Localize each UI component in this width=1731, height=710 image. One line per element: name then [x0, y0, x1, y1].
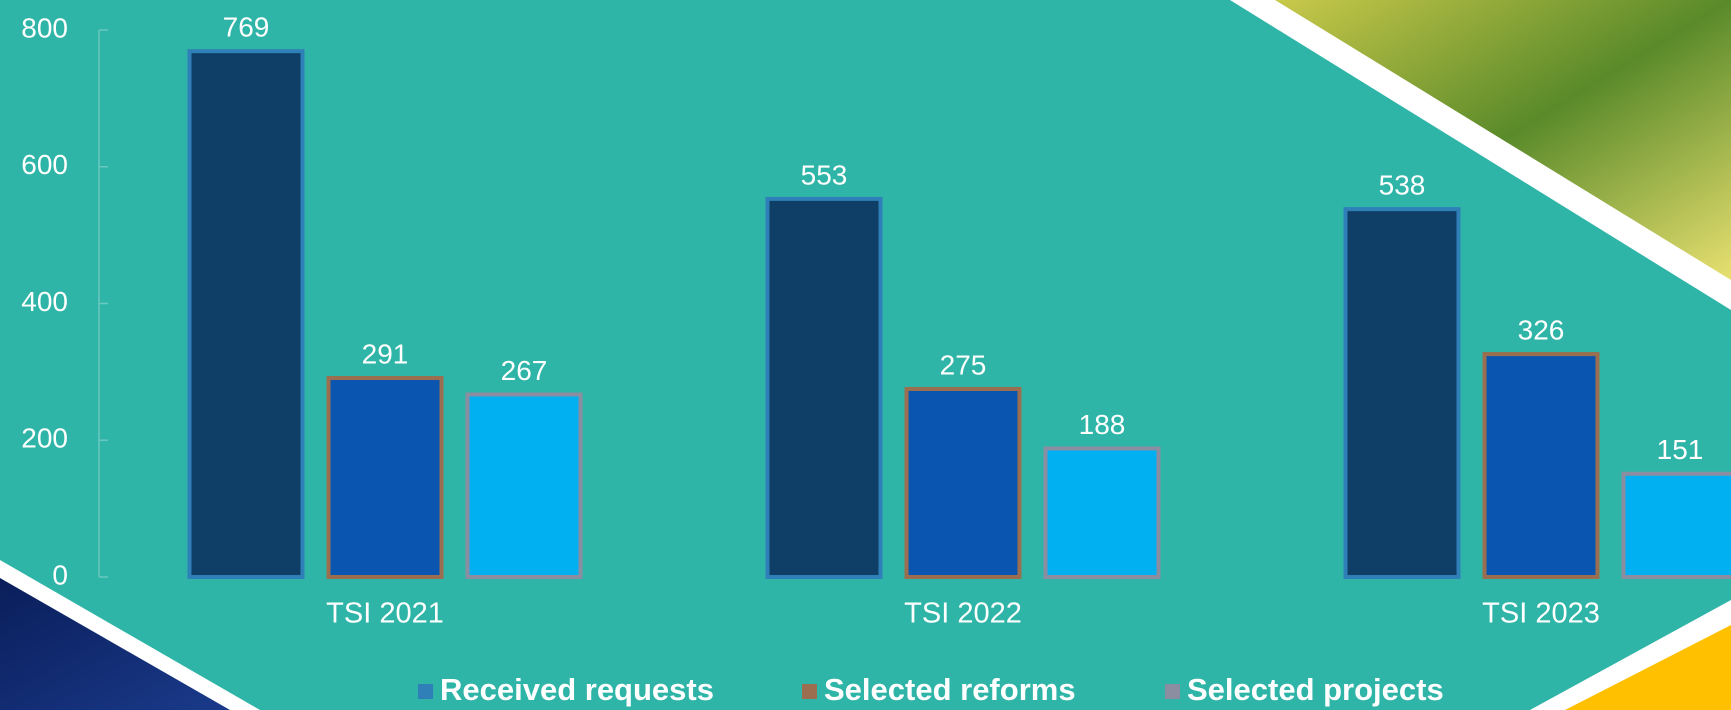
data-label: 769 — [223, 12, 270, 43]
data-label: 151 — [1657, 434, 1704, 465]
y-tick-label: 200 — [21, 423, 68, 454]
bar — [1624, 474, 1731, 577]
data-label: 538 — [1379, 170, 1426, 201]
legend-label: Selected projects — [1187, 672, 1444, 707]
bar — [768, 199, 881, 577]
bar — [907, 389, 1020, 577]
bar — [1046, 448, 1159, 577]
legend-label: Received requests — [440, 672, 714, 707]
bar — [190, 51, 303, 577]
y-tick-label: 400 — [21, 286, 68, 317]
data-label: 267 — [501, 355, 548, 386]
data-label: 291 — [362, 338, 409, 369]
bar — [1485, 354, 1598, 577]
y-tick-label: 600 — [21, 149, 68, 180]
legend-swatch — [1165, 684, 1180, 699]
x-tick-label: TSI 2021 — [326, 598, 444, 630]
x-tick-label: TSI 2022 — [904, 598, 1022, 630]
y-tick-label: 0 — [52, 559, 68, 590]
y-tick-label: 800 — [21, 12, 68, 43]
legend-swatch — [802, 684, 817, 699]
data-label: 275 — [940, 349, 987, 380]
bar — [329, 378, 442, 577]
data-label: 188 — [1079, 409, 1126, 440]
legend-swatch — [418, 684, 433, 699]
chart: 0 200 400 600 800 TSI 2021 769 291 267 TSI 2022 55… — [0, 0, 1731, 710]
x-tick-label: TSI 2023 — [1482, 598, 1600, 630]
bar — [1346, 209, 1459, 577]
data-label: 553 — [801, 159, 848, 190]
bar — [468, 394, 581, 577]
data-label: 326 — [1518, 314, 1565, 345]
legend-label: Selected reforms — [824, 672, 1076, 707]
